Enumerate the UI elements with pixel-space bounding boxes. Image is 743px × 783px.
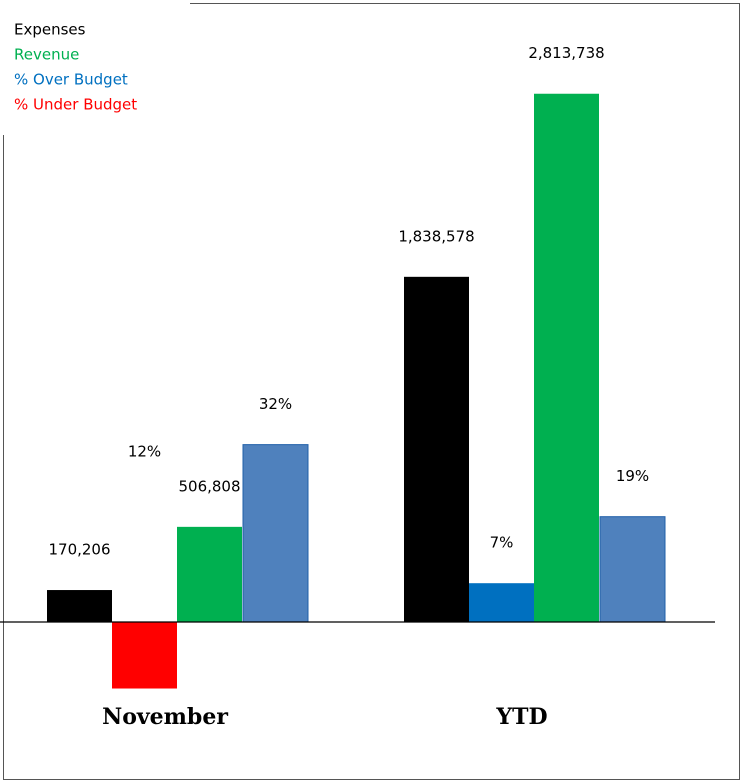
bar bbox=[469, 583, 534, 622]
bar bbox=[177, 526, 242, 622]
legend-entry: Revenue bbox=[14, 46, 79, 64]
data-label: 2,813,738 bbox=[528, 44, 604, 62]
group-label: YTD bbox=[495, 704, 547, 730]
group-label: November bbox=[102, 704, 228, 730]
bar bbox=[599, 516, 666, 623]
data-label: 170,206 bbox=[48, 541, 110, 559]
legend-background bbox=[0, 0, 190, 135]
data-label: 7% bbox=[490, 534, 514, 552]
data-label: 32% bbox=[259, 395, 292, 413]
data-label: 19% bbox=[616, 467, 649, 485]
legend-entry: Expenses bbox=[14, 21, 86, 39]
data-label: 1,838,578 bbox=[398, 227, 474, 245]
bar bbox=[112, 622, 177, 689]
bar bbox=[534, 93, 599, 622]
data-label: 12% bbox=[128, 443, 161, 461]
data-label: 506,808 bbox=[178, 477, 240, 495]
bar bbox=[47, 590, 112, 622]
legend-entry: % Under Budget bbox=[14, 96, 137, 114]
bar bbox=[242, 444, 309, 623]
bar bbox=[404, 276, 469, 622]
legend-entry: % Over Budget bbox=[14, 71, 128, 89]
